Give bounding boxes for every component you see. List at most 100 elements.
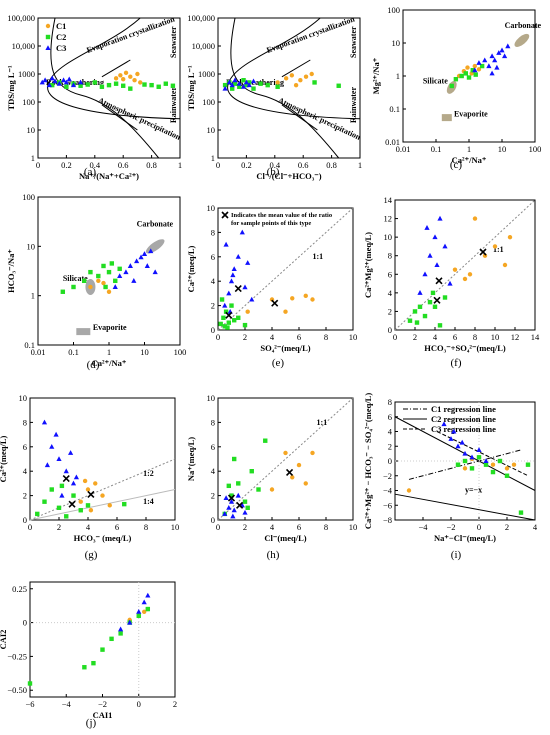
- precipitation-arrow: [281, 104, 318, 131]
- data-point-c3: [422, 271, 428, 277]
- y-tick-label: 10: [27, 241, 36, 251]
- data-point-c1: [106, 289, 112, 294]
- x-tick-label: 0.6: [298, 160, 309, 170]
- data-point-c1: [492, 244, 498, 249]
- data-point-c2: [96, 273, 101, 279]
- data-point-c2: [64, 514, 69, 519]
- x-tick-label: 0: [137, 699, 141, 709]
- data-point-c2: [414, 320, 420, 325]
- y-tick-label: 1: [396, 71, 400, 81]
- data-point-c1: [472, 63, 478, 69]
- data-point-c3: [60, 77, 67, 83]
- data-point-c3: [68, 450, 74, 455]
- data-point-c3: [226, 505, 232, 510]
- y-tick-label: 100,000: [187, 13, 215, 23]
- data-point-c2: [156, 84, 161, 89]
- data-point-c1: [118, 73, 123, 78]
- data-point-c1: [269, 487, 275, 492]
- y-tick-label: 0: [388, 325, 392, 335]
- x-tick-label: 0.1: [431, 144, 442, 154]
- data-point-c2: [466, 75, 472, 80]
- annotation: Silicate: [423, 76, 448, 85]
- data-point-c1: [101, 280, 106, 286]
- x-tick-label: 1: [178, 160, 182, 170]
- data-point-c2: [222, 324, 227, 329]
- data-point-c2: [27, 681, 33, 686]
- x-axis-label: CAI1: [93, 710, 113, 720]
- y-tick-label: 10: [27, 125, 36, 135]
- data-point-c2: [453, 76, 459, 82]
- x-tick-label: 0: [216, 160, 220, 170]
- y-tick-label: 0.1: [389, 104, 400, 114]
- data-point-c3: [250, 78, 257, 84]
- data-point-c3: [502, 53, 508, 59]
- chart-panel-f: 0 2 4 6 8 10 12 14 0 2 4 6 8 10 12 14 HCO₃⁻+SO₄²⁻(meq/L)…: [363, 195, 540, 369]
- data-point-c3: [138, 254, 144, 260]
- data-point-c1: [283, 450, 288, 456]
- y-tick-label: 2: [211, 491, 215, 501]
- x-axis-label: SO₄²⁻(meq/L): [260, 343, 310, 353]
- data-point-c3: [235, 254, 241, 259]
- data-point-c2: [463, 71, 469, 76]
- data-point-c2: [275, 84, 280, 89]
- data-point-c3: [44, 462, 50, 468]
- evaporite-region: [441, 114, 452, 122]
- y-tick-label: 2: [23, 491, 27, 501]
- y-tick-label: 4: [211, 276, 216, 286]
- y-axis-label: CAI2: [0, 630, 8, 650]
- x-tick-label: 14: [531, 332, 540, 342]
- data-point-c2: [244, 82, 249, 88]
- data-point-c3: [131, 278, 137, 283]
- y-tick-label: 2: [388, 441, 392, 451]
- x-tick-label: 0.01: [31, 347, 46, 357]
- data-point-c2: [229, 493, 234, 498]
- data-point-c1: [472, 216, 478, 221]
- ratio-1-1-line: [217, 397, 354, 521]
- data-point-c2: [145, 606, 151, 612]
- data-point-c1: [406, 488, 412, 493]
- chart-panel-h: 0 2 4 6 8 10 0 2 4 6 8 10 Cl⁻(meq/L) Na⁺(meq/L) (h) 1:1: [186, 393, 357, 561]
- data-point-c3: [235, 492, 241, 498]
- chart-panel-c: 0.01 0.1 1 10 100 0.01 0.1 1 10 100 Ca²⁺/Na⁺ Mg²⁺/N…: [371, 5, 542, 171]
- data-point-c2: [109, 261, 115, 266]
- chart-panel-g: 0 2 4 6 8 10 0 2 4 6 8 10 HCO₃⁻ (meq/L) Ca²⁺(meq/L) (g…: [0, 393, 179, 561]
- annotation: Evaporite: [454, 109, 488, 118]
- regression-legend-label: C2 regression line: [431, 414, 496, 424]
- data-point-c2: [412, 309, 418, 314]
- mean-note-line: for sample points of this type: [231, 220, 311, 227]
- data-point-c3: [123, 269, 129, 275]
- y-tick-label: 0: [211, 325, 215, 335]
- data-point-c3: [52, 78, 58, 84]
- data-point-c2: [251, 86, 256, 91]
- data-point-c2: [78, 508, 83, 513]
- x-tick-label: 2: [173, 699, 177, 709]
- x-tick-label: 0.01: [396, 144, 411, 154]
- data-point-c1: [128, 74, 133, 79]
- precipitation-arrow: [101, 104, 138, 131]
- data-point-c3: [127, 263, 133, 268]
- data-point-c2: [245, 505, 250, 510]
- data-point-c2: [122, 501, 127, 507]
- data-point-c3: [144, 263, 150, 268]
- data-point-c2: [258, 81, 263, 86]
- data-point-c3: [236, 80, 242, 86]
- data-point-c2: [455, 462, 461, 467]
- data-point-c1: [452, 267, 458, 272]
- data-point-c2: [82, 665, 87, 670]
- data-point-c2: [91, 660, 96, 666]
- data-point-c1: [467, 272, 473, 277]
- y-axis-label: TDS/mg L⁻¹: [6, 65, 16, 111]
- data-point-c3: [70, 480, 77, 486]
- mean-marker: [225, 311, 233, 319]
- data-point-c2: [88, 269, 93, 275]
- data-point-c1: [121, 77, 126, 82]
- chart-panel-e: 0 2 4 6 8 10 0 2 4 6 8 10 SO₄²⁻(meq/L) Ca²⁺(meq/L) (e)…: [186, 203, 357, 369]
- data-point-c3: [243, 79, 249, 85]
- data-point-c2: [59, 483, 65, 489]
- data-point-c3: [117, 273, 123, 279]
- annotation: Rainwater: [349, 87, 358, 123]
- x-tick-label: 0: [28, 522, 32, 532]
- evaporite-region: [76, 328, 91, 336]
- data-point-c2: [469, 466, 475, 471]
